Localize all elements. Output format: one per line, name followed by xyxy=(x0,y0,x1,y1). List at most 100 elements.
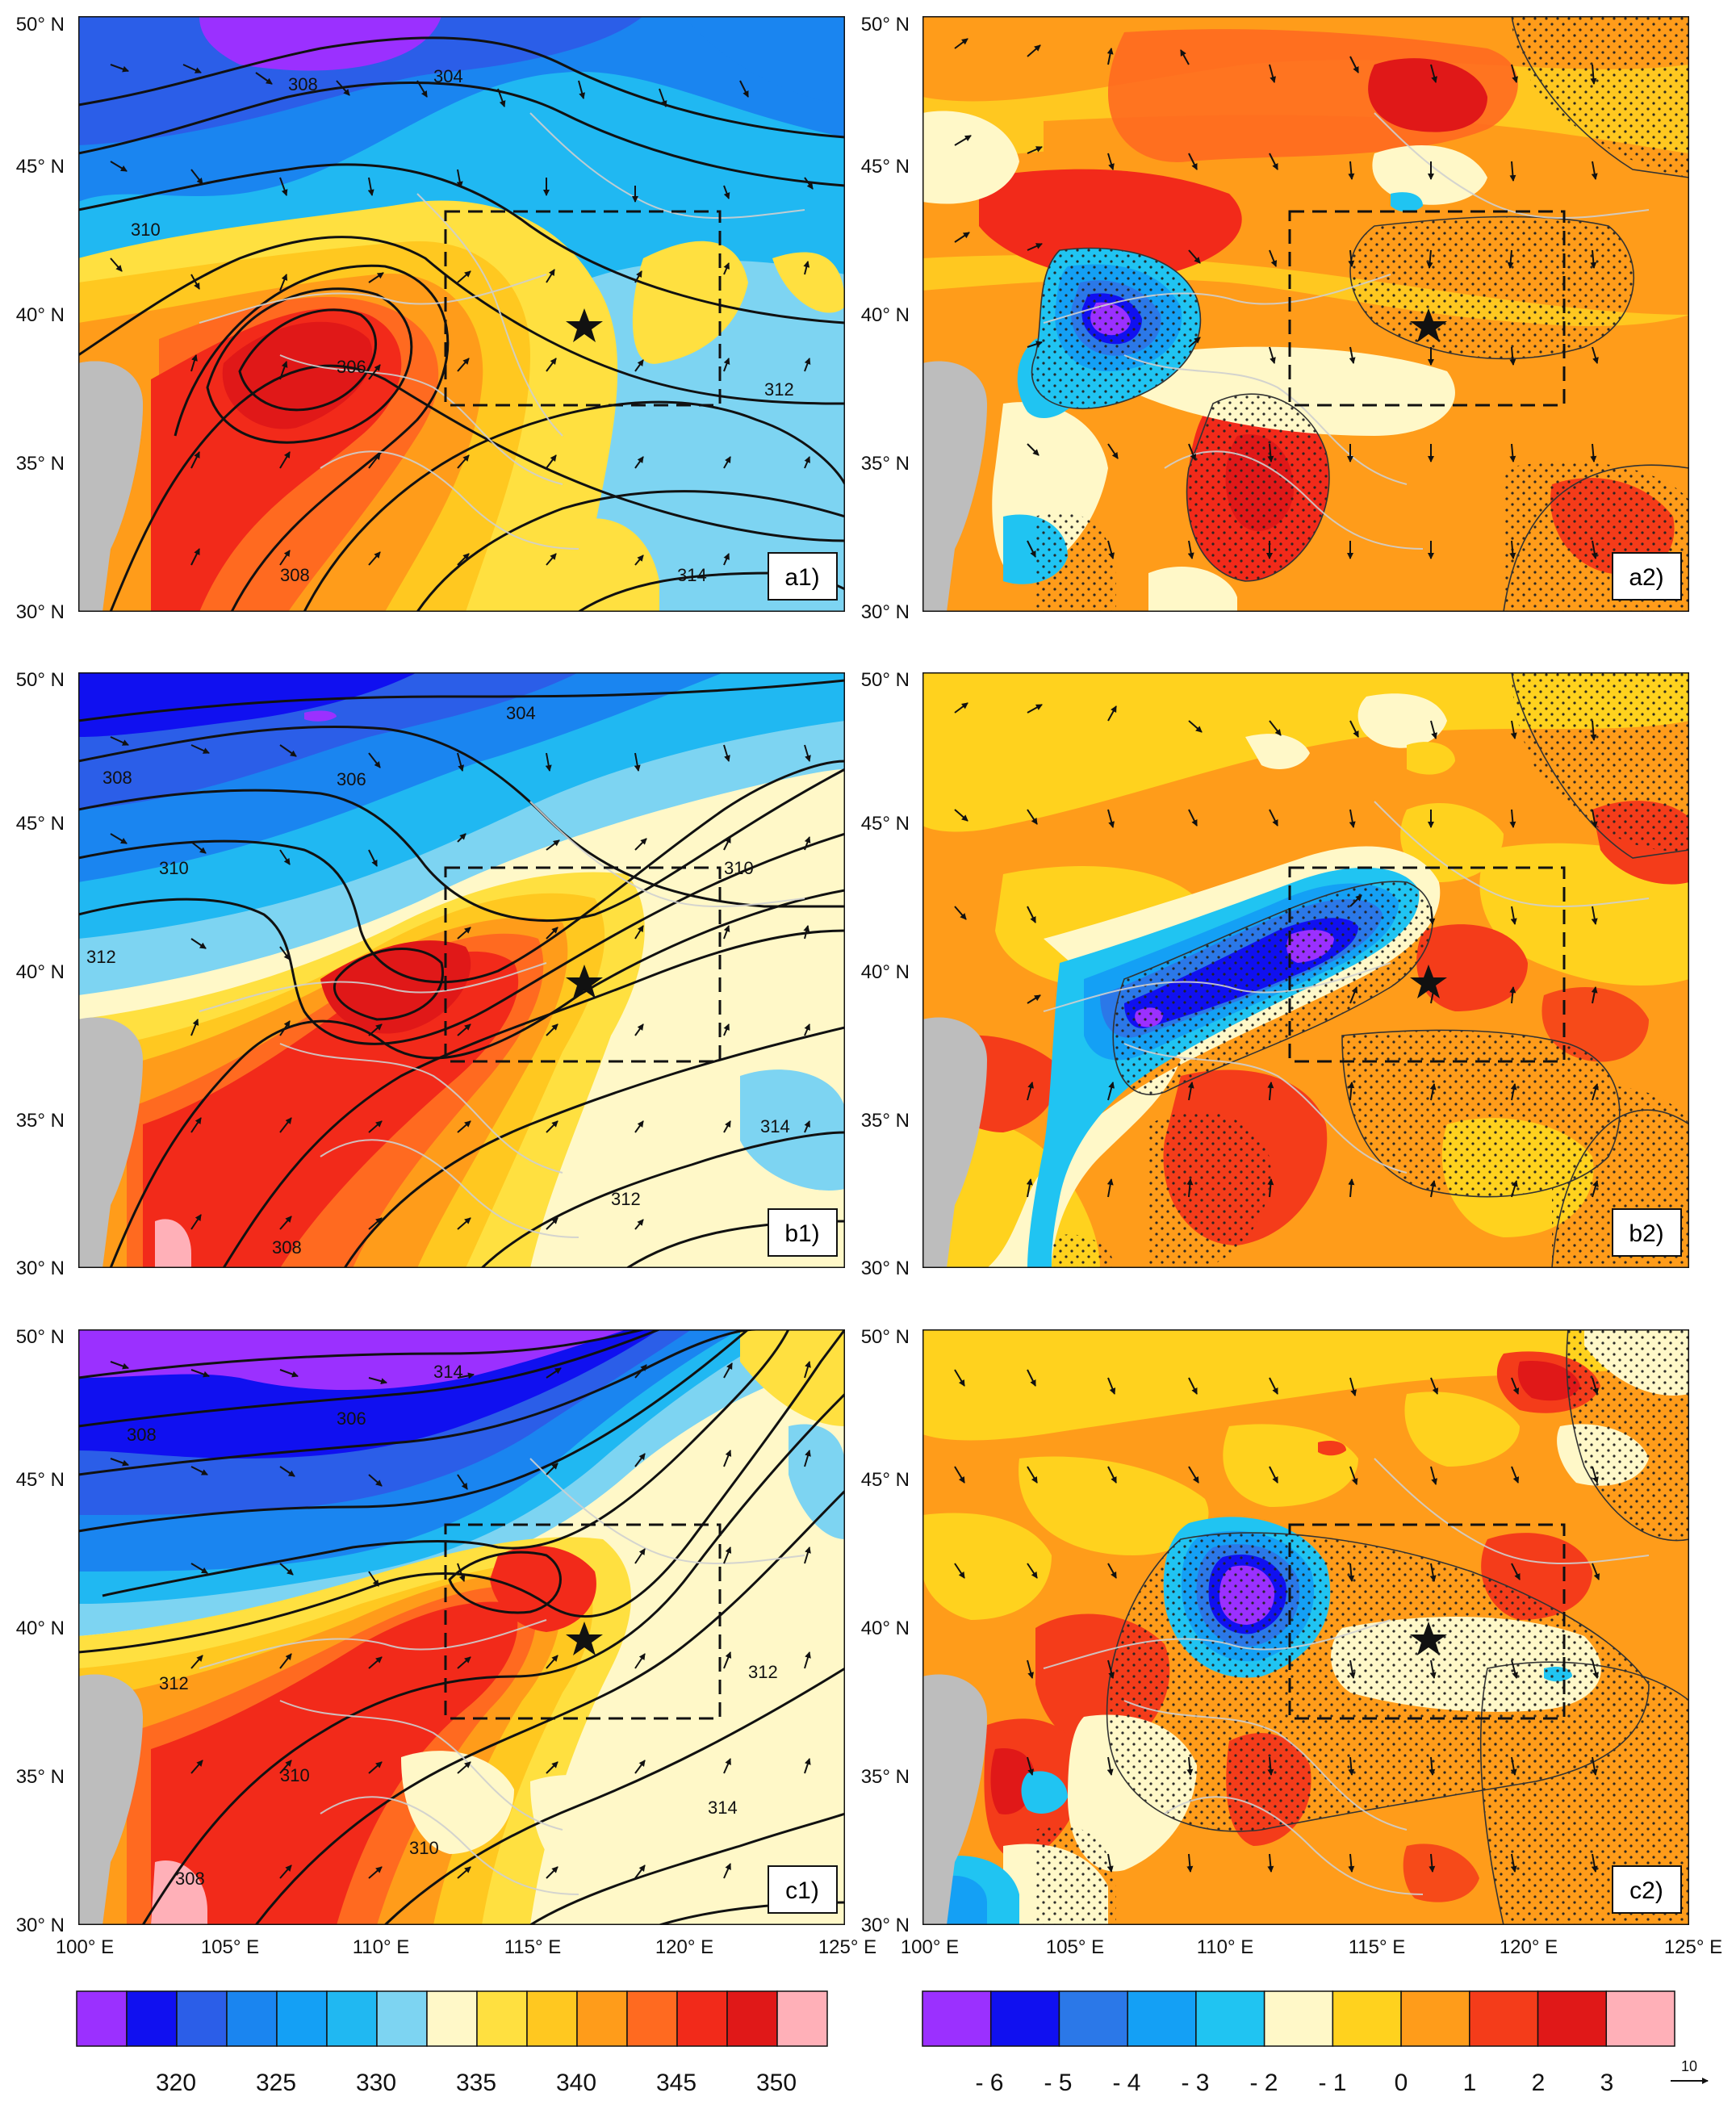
lat-label: 40° N xyxy=(861,961,910,983)
lon-label: 105° E xyxy=(1046,1936,1104,1958)
panel-c1: 314 308 306 312 310 312 310 314 308 c1) xyxy=(78,1329,845,1925)
lon-label: 110° E xyxy=(1197,1936,1254,1958)
colorbar-label: 0 xyxy=(1395,2070,1408,2096)
star-icon xyxy=(1410,965,1447,998)
contour-label: 312 xyxy=(86,947,116,967)
panel-b2: b2) xyxy=(922,672,1689,1268)
colorbar-left-swatch xyxy=(376,1990,428,2047)
contour-label: 306 xyxy=(337,769,366,789)
panel-label: a2) xyxy=(1629,564,1663,591)
lat-label: 45° N xyxy=(861,813,910,835)
lon-label: 120° E xyxy=(655,1936,713,1958)
colorbar-label: 345 xyxy=(656,2070,696,2096)
contour-label: 312 xyxy=(159,1673,189,1693)
lat-label: 30° N xyxy=(16,1915,65,1936)
contour-label: 308 xyxy=(280,565,310,585)
lat-label: 30° N xyxy=(861,601,910,623)
colorbar-left xyxy=(76,1990,828,2047)
star-icon xyxy=(566,1622,603,1655)
contour-label: 312 xyxy=(764,379,794,400)
lat-label: 35° N xyxy=(861,453,910,475)
colorbar-left-swatch xyxy=(426,1990,478,2047)
study-region-box xyxy=(444,1523,722,1720)
panel-label: b1) xyxy=(784,1220,819,1247)
lon-label: 100° E xyxy=(901,1936,959,1958)
contour-label: 310 xyxy=(280,1765,310,1785)
lat-label: 40° N xyxy=(16,961,65,983)
star-icon xyxy=(1410,1622,1447,1655)
contour-label: 310 xyxy=(724,858,754,878)
star-icon xyxy=(566,965,603,998)
contour-label: 308 xyxy=(127,1425,157,1445)
colorbar-label: 1 xyxy=(1463,2070,1477,2096)
contour-label: 314 xyxy=(433,1362,463,1382)
colorbar-label: 2 xyxy=(1532,2070,1546,2096)
colorbar-left-swatch xyxy=(526,1990,578,2047)
panel-c2: c2) xyxy=(922,1329,1689,1925)
contour-label: 314 xyxy=(677,565,707,585)
lat-label: 35° N xyxy=(861,1766,910,1788)
lat-label: 30° N xyxy=(861,1258,910,1279)
colorbar-left-swatch xyxy=(126,1990,178,2047)
colorbar-right-swatch xyxy=(989,1990,1060,2047)
lat-label: 30° N xyxy=(16,601,65,623)
lat-label: 45° N xyxy=(16,813,65,835)
contour-label: 304 xyxy=(433,66,463,86)
study-region-box xyxy=(444,210,722,407)
colorbar-label: 3 xyxy=(1600,2070,1614,2096)
lat-label: 45° N xyxy=(16,156,65,178)
lat-label: 35° N xyxy=(16,1766,65,1788)
panel-label: a1) xyxy=(784,564,819,591)
lat-label: 35° N xyxy=(16,453,65,475)
lon-label: 120° E xyxy=(1500,1936,1558,1958)
colorbar-right-swatch xyxy=(1058,1990,1128,2047)
star-icon xyxy=(566,308,603,342)
colorbar-label: 325 xyxy=(256,2070,296,2096)
colorbar-label: 340 xyxy=(556,2070,596,2096)
colorbar-label: - 3 xyxy=(1181,2070,1209,2096)
colorbar-left-swatch xyxy=(276,1990,328,2047)
lat-label: 30° N xyxy=(861,1915,910,1936)
lat-label: 40° N xyxy=(861,1618,910,1639)
lat-label: 50° N xyxy=(861,669,910,691)
contour-label: 310 xyxy=(159,858,189,878)
lon-label: 125° E xyxy=(818,1936,876,1958)
map-b2: b2) xyxy=(922,672,1689,1268)
colorbar-left-swatch xyxy=(576,1990,628,2047)
colorbar-left-swatch xyxy=(226,1990,278,2047)
contour-label: 314 xyxy=(760,1116,790,1136)
panel-label: c2) xyxy=(1629,1877,1663,1904)
contour-label: 304 xyxy=(506,703,536,723)
lat-label: 45° N xyxy=(16,1469,65,1491)
lat-label: 35° N xyxy=(16,1110,65,1132)
colorbar-left-swatch xyxy=(676,1990,728,2047)
contour-label: 310 xyxy=(409,1838,439,1858)
contour-label: 308 xyxy=(175,1869,205,1889)
colorbar-right-swatch xyxy=(1400,1990,1470,2047)
colorbar-right-labels: - 6 - 5 - 4 - 3 - 2 - 1 0 1 2 3 xyxy=(975,2070,1613,2096)
map-c2: c2) xyxy=(922,1329,1689,1925)
panel-b1: 304 306 308 310 312 310 312 314 308 b1) xyxy=(78,672,845,1268)
map-c1: 314 308 306 312 310 312 310 314 308 c1) xyxy=(78,1329,845,1925)
reference-vector-label: 10 xyxy=(1681,2058,1697,2074)
longitude-axis-labels: 100° E 105° E 110° E 115° E 120° E 125° … xyxy=(56,1936,1722,1958)
lon-label: 110° E xyxy=(353,1936,410,1958)
lat-label: 40° N xyxy=(16,304,65,326)
panel-a1: 304 308 306 310 308 312 314 a1) xyxy=(78,16,845,612)
lat-label: 35° N xyxy=(861,1110,910,1132)
study-region-box xyxy=(1288,866,1566,1063)
colorbar-label: - 4 xyxy=(1112,2070,1140,2096)
panel-a2: a2) xyxy=(922,16,1689,612)
colorbar-right-swatch xyxy=(1195,1990,1265,2047)
colorbar-label: 320 xyxy=(156,2070,196,2096)
lat-label: 50° N xyxy=(16,14,65,36)
lat-label: 50° N xyxy=(16,1326,65,1348)
colorbar-left-swatch xyxy=(626,1990,678,2047)
contour-label: 312 xyxy=(748,1662,778,1682)
colorbar-right-swatch xyxy=(1332,1990,1402,2047)
colorbar-right xyxy=(922,1990,1675,2047)
lat-label: 30° N xyxy=(16,1258,65,1279)
colorbar-left-swatch xyxy=(176,1990,228,2047)
lat-label: 50° N xyxy=(16,669,65,691)
